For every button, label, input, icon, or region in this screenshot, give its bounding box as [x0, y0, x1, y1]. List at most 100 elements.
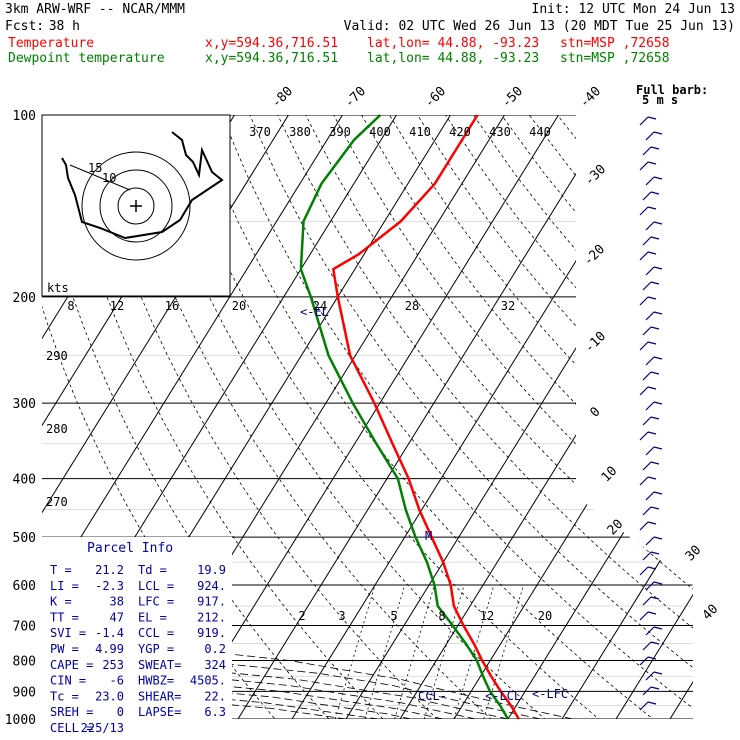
wind-barb-flag [650, 596, 660, 600]
isotherm-line [229, 115, 613, 719]
mixing-ratio-label: 24 [313, 299, 327, 313]
wind-barb-staff [645, 491, 655, 501]
temperature-tick-label: 0 [587, 404, 603, 420]
pressure-tick-label: 800 [13, 654, 36, 669]
pressure-tick-label: 600 [13, 579, 36, 594]
parcel-key: CAPE = [50, 658, 93, 672]
parcel-value: 225/13 [81, 721, 124, 735]
mixing-ratio-line [394, 584, 435, 719]
wind-barb-staff [639, 161, 649, 171]
wind-barb-flag [653, 311, 663, 315]
pressure-tick-label: 700 [13, 619, 36, 634]
wind-barb-flag [647, 476, 657, 480]
mixing-ratio-label: 5 [390, 609, 397, 623]
dry-adiabat [501, 115, 693, 719]
wind-barb-staff [642, 236, 652, 246]
isotherm-line [661, 115, 693, 719]
wind-barb-flag [650, 641, 660, 645]
dry-adiabat [417, 115, 693, 719]
wind-barb-staff [645, 176, 655, 186]
temperature-tick-label: 30 [683, 543, 705, 565]
parcel-key: LFC = [138, 595, 174, 609]
parcel-key: SWEAT= [138, 658, 181, 672]
parcel-value: 0.2 [204, 642, 226, 656]
wind-barb-staff [645, 221, 655, 231]
theta-label: 430 [489, 125, 511, 139]
pressure-tick-label: 300 [13, 397, 36, 412]
wind-barb-flag [650, 461, 660, 465]
sounding-line-temperature [331, 114, 520, 720]
theta-label: 270 [46, 495, 68, 509]
pressure-tick-label: 400 [13, 473, 36, 488]
wind-barb-staff [645, 131, 655, 141]
pressure-tick-label: 500 [13, 531, 36, 546]
parcel-value: 917. [197, 595, 226, 609]
parcel-value: 38 [110, 595, 124, 609]
parcel-value: 924. [197, 579, 226, 593]
parcel-value: 19.9 [197, 563, 226, 577]
parcel-value: -6 [110, 674, 124, 688]
parcel-key: K = [50, 595, 72, 609]
wind-barb-flag [650, 326, 660, 330]
temperature-tick-label: -70 [342, 84, 369, 111]
isotherm-line [337, 115, 693, 719]
wind-barb-flag [647, 161, 657, 165]
parcel-key: Td = [138, 563, 167, 577]
dry-adiabat [305, 115, 693, 719]
wind-barb-flag [653, 176, 663, 180]
theta-label: 410 [409, 125, 431, 139]
dewpoint-latlon: lat,lon= 44.88, -93.23 [367, 51, 539, 66]
wind-barb-staff [639, 341, 649, 351]
wind-barb-flag [650, 236, 660, 240]
temperature-tick-label: -60 [422, 84, 449, 111]
theta-label: 380 [289, 125, 311, 139]
theta-label: 440 [529, 125, 551, 139]
sounding-line-dewpoint-temperature [299, 114, 510, 720]
parcel-value: 0 [117, 705, 124, 719]
level-label: <-EL [300, 305, 329, 319]
mixing-ratio-line [483, 584, 524, 719]
isotherm-line [42, 115, 343, 719]
theta-label: 390 [329, 125, 351, 139]
theta-label: 280 [46, 422, 68, 436]
mixing-ratio-label: 32 [501, 299, 515, 313]
wind-barb-flag [650, 416, 660, 420]
mixing-ratio-label: 8 [438, 609, 445, 623]
wind-barb-staff [645, 626, 655, 636]
wind-barb-flag [653, 266, 663, 270]
wind-barb-staff [642, 551, 652, 561]
hodograph-label-leader [69, 164, 131, 191]
mixing-ratio-label: 3 [338, 609, 345, 623]
dry-adiabat [445, 115, 693, 719]
theta-label: 290 [46, 349, 68, 363]
parcel-key: SREH = [50, 705, 93, 719]
wind-barb-flag [647, 206, 657, 210]
parcel-value: 4505. [190, 674, 226, 688]
wind-barb-flag [650, 146, 660, 150]
dewpoint-stn: stn=MSP ,72658 [560, 51, 670, 66]
parcel-key: Tc = [50, 689, 79, 703]
moist-adiabat [42, 365, 509, 719]
isotherm-line [607, 115, 693, 719]
hodograph: 15 10 kts [41, 114, 231, 297]
wind-barb-staff [642, 596, 652, 606]
wind-barb-flag [647, 116, 657, 120]
dry-adiabat [473, 115, 693, 719]
level-label: <-LCL [485, 689, 521, 703]
dry-adiabat [42, 115, 287, 719]
wind-barb-staff [639, 431, 649, 441]
dry-adiabat [193, 115, 670, 719]
pressure-tick-label: 200 [13, 291, 36, 306]
wind-barb-flag [650, 191, 660, 195]
dewpoint-xy: x,y=594.36,716.51 [205, 51, 338, 66]
wind-barb-flag [647, 386, 657, 390]
parcel-info-panel: Parcel Info T = 21.2 Td = 19.9 LI = -2.3 LCL =… [42, 537, 232, 735]
wind-barb-flag [650, 281, 660, 285]
wind-barb-staff [642, 416, 652, 426]
mixing-ratio-line [453, 584, 495, 719]
wind-barb-staff [639, 656, 649, 666]
hodograph-ring [117, 187, 155, 225]
isotherm-line [499, 115, 693, 719]
mixing-ratio-label: 12 [110, 299, 124, 313]
